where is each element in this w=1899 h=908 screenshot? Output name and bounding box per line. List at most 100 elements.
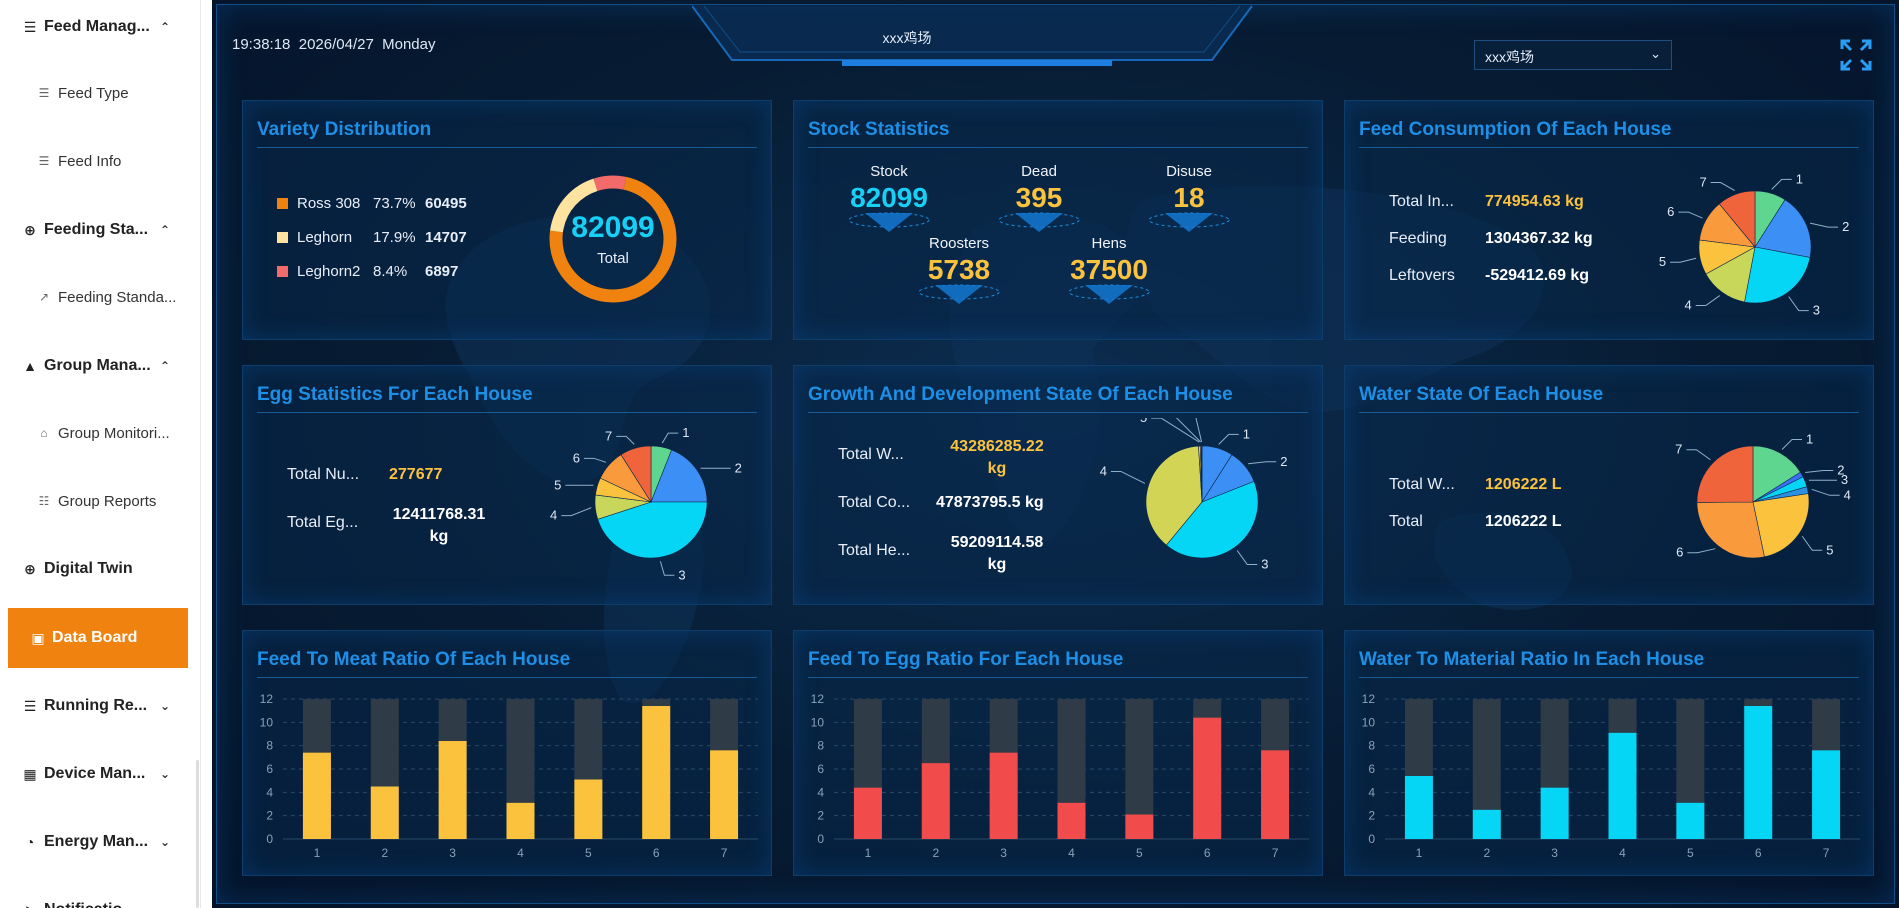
- pie-label: 4: [1684, 298, 1691, 313]
- pie-leader-line: [616, 435, 635, 445]
- report-icon: ☷: [38, 494, 50, 508]
- total-intake-label: Total In...: [1389, 193, 1454, 210]
- stat-roosters: Roosters 5738: [904, 235, 1014, 306]
- pie-slice: [1752, 445, 1801, 503]
- pie-leader-line: [1695, 295, 1721, 307]
- sidebar-item-feeding-standa[interactable]: ↗ Feeding Standa...: [0, 275, 200, 319]
- leftovers-label: Leftovers: [1389, 267, 1455, 284]
- pie-label: 5: [554, 477, 561, 492]
- sidebar-item-group-mana[interactable]: ▲ Group Mana... ⌃: [0, 344, 200, 388]
- send-icon: ➤: [22, 902, 38, 908]
- pie-label: 1: [1796, 171, 1803, 186]
- y-tick-label: 10: [260, 715, 274, 729]
- total-egg-weight-label: Total Eg...: [287, 514, 359, 531]
- sidebar-item-feeding-sta[interactable]: ⊕ Feeding Sta... ⌃: [0, 208, 200, 252]
- sidebar-item-data-board[interactable]: ▣ Data Board: [8, 608, 188, 668]
- x-tick-label: 4: [1068, 846, 1075, 860]
- feed-consumption-pie: 1 2 3 4 5 6 7: [1659, 171, 1849, 317]
- farm-select[interactable]: xxx鸡场 ⌄: [1474, 40, 1672, 70]
- legend-percent: 8.4%: [373, 263, 408, 280]
- y-tick-label: 6: [266, 762, 273, 776]
- sidebar-nav: ☰ Feed Manag... ⌃ ☰ Feed Type ☰ Feed Info ⊕ Feed…: [0, 0, 201, 908]
- sidebar-item-group-monitori[interactable]: ⌂ Group Monitori...: [0, 411, 200, 455]
- stat-disuse: Disuse 18: [1134, 163, 1244, 234]
- water-state-panel: Water State Of Each House Total W... 120…: [1344, 365, 1874, 605]
- sidebar-item-feed-type[interactable]: ☰ Feed Type: [0, 71, 200, 115]
- bar: [1261, 750, 1290, 839]
- x-tick-label: 4: [517, 846, 524, 860]
- bar: [1472, 809, 1501, 839]
- pie-label: 1: [1243, 426, 1250, 441]
- pie-label: 4: [550, 508, 557, 523]
- pie-leader-line: [1248, 461, 1277, 465]
- total-water-value: 1206222 L: [1485, 476, 1562, 493]
- y-tick-label: 10: [1362, 715, 1376, 729]
- energy-icon: ◔: [25, 834, 35, 850]
- sidebar-item-energy-man[interactable]: ◔ Energy Man... ⌄: [0, 820, 200, 864]
- pie-leader-line: [1218, 433, 1239, 445]
- bar: [506, 802, 535, 839]
- fullscreen-icon[interactable]: [1839, 38, 1873, 72]
- pie-label: 7: [605, 428, 612, 443]
- sidebar-item-group-reports[interactable]: ☷ Group Reports: [0, 479, 200, 523]
- panel-title: Feed Consumption Of Each House: [1359, 119, 1672, 140]
- bar: [853, 787, 882, 839]
- pie-slice: [1200, 445, 1203, 503]
- y-tick-label: 0: [1368, 832, 1375, 846]
- egg-statistics-panel: Egg Statistics For Each House Total Nu..…: [242, 365, 772, 605]
- x-tick-label: 3: [449, 846, 456, 860]
- stat-value: 395: [1015, 182, 1063, 213]
- device-icon: ▦: [23, 766, 37, 782]
- sidebar-scrollbar[interactable]: [196, 760, 199, 908]
- chevron-down-icon: ⌄: [159, 699, 170, 713]
- donut-segment: [549, 175, 677, 303]
- chevron-up-icon: ⌃: [159, 359, 170, 373]
- divider: [257, 677, 757, 678]
- total-weight-value: 43286285.22 kg: [950, 438, 1044, 477]
- legend-percent: 17.9%: [373, 229, 416, 246]
- globe-icon: ⊕: [24, 222, 36, 238]
- bar: [438, 741, 467, 839]
- pie-leader-line: [1236, 550, 1258, 566]
- pie-label: 2: [1837, 463, 1844, 478]
- legend-value: 14707: [425, 229, 467, 246]
- sidebar-item-label: Data Board: [52, 629, 138, 646]
- pie-leader-line: [1811, 488, 1840, 496]
- panel-title: Feed To Meat Ratio Of Each House: [257, 649, 571, 670]
- globe-icon: ⊕: [24, 561, 36, 577]
- x-tick-label: 2: [381, 846, 388, 860]
- y-tick-label: 2: [1368, 809, 1375, 823]
- donut-segment: [549, 175, 677, 303]
- pie-leader-line: [1687, 548, 1716, 554]
- bar: [1812, 750, 1841, 839]
- sidebar-item-notificatio[interactable]: ➤ Notificatio...: [0, 888, 200, 908]
- sidebar-item-running-re[interactable]: ☰ Running Re... ⌄: [0, 684, 200, 728]
- stat-label: Disuse: [1166, 163, 1212, 180]
- pie-leader-line: [1710, 182, 1735, 191]
- legend-name: Leghorn: [297, 229, 353, 246]
- legend-swatch: [277, 266, 288, 277]
- x-tick-label: 2: [1483, 846, 1490, 860]
- sidebar-item-feed-info[interactable]: ☰ Feed Info: [0, 139, 200, 183]
- sidebar-item-label: Feed Info: [58, 152, 122, 170]
- feed-egg-ratio-panel: Feed To Egg Ratio For Each House 0 2 4 6 8 10…: [793, 630, 1323, 876]
- dashboard-icon: ▣: [31, 630, 45, 646]
- sidebar-item-digital-twin[interactable]: ⊕ Digital Twin: [0, 547, 200, 591]
- x-tick-label: 1: [1416, 846, 1423, 860]
- farm-select-value: xxx鸡场: [1485, 49, 1534, 65]
- legend-name: Ross 308: [297, 195, 361, 212]
- pie-slice: [597, 501, 708, 559]
- stat-label: Dead: [1021, 163, 1057, 180]
- donut-total-label: Total: [597, 250, 629, 267]
- sidebar-item-device-man[interactable]: ▦ Device Man... ⌄: [0, 752, 200, 796]
- y-tick-label: 8: [266, 739, 273, 753]
- pie-label: 2: [1842, 219, 1849, 234]
- x-tick-label: 5: [1136, 846, 1143, 860]
- y-tick-label: 0: [817, 832, 824, 846]
- chevron-down-icon: ⌄: [1650, 46, 1661, 61]
- sidebar-item-feed-manag[interactable]: ☰ Feed Manag... ⌃: [0, 5, 200, 49]
- bell-icon: ▲: [23, 358, 37, 374]
- pie-slice: [1744, 246, 1811, 304]
